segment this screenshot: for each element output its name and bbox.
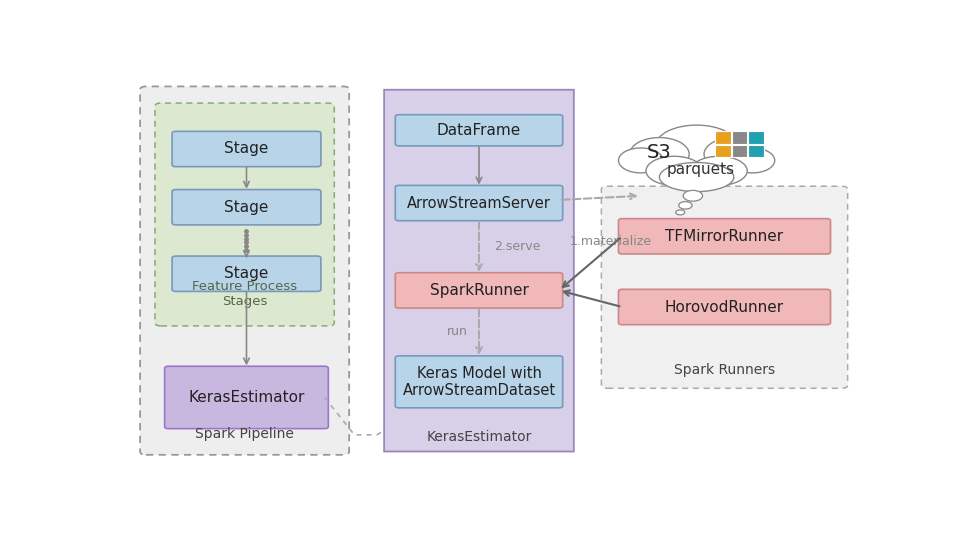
Text: run: run: [447, 326, 468, 339]
FancyBboxPatch shape: [172, 256, 321, 292]
Ellipse shape: [690, 156, 747, 185]
Ellipse shape: [704, 138, 763, 171]
Bar: [748, 145, 763, 157]
Text: DataFrame: DataFrame: [437, 123, 521, 138]
FancyBboxPatch shape: [618, 289, 830, 325]
Bar: [732, 131, 747, 144]
Ellipse shape: [618, 148, 663, 173]
Ellipse shape: [656, 125, 737, 167]
FancyBboxPatch shape: [396, 356, 563, 408]
Circle shape: [676, 210, 684, 215]
FancyBboxPatch shape: [618, 219, 830, 254]
FancyBboxPatch shape: [601, 186, 848, 388]
FancyBboxPatch shape: [396, 185, 563, 221]
FancyBboxPatch shape: [396, 273, 563, 308]
Text: KerasEstimator: KerasEstimator: [426, 430, 532, 444]
Circle shape: [679, 201, 692, 209]
FancyBboxPatch shape: [172, 131, 321, 167]
FancyBboxPatch shape: [384, 90, 574, 451]
Bar: [715, 131, 731, 144]
Text: 2.serve: 2.serve: [493, 240, 540, 253]
FancyBboxPatch shape: [172, 190, 321, 225]
Text: TFMirrorRunner: TFMirrorRunner: [665, 229, 783, 244]
Ellipse shape: [660, 163, 733, 192]
Bar: [748, 131, 763, 144]
FancyBboxPatch shape: [396, 114, 563, 146]
Text: S3: S3: [647, 143, 672, 161]
Text: Stage: Stage: [225, 141, 269, 157]
Text: ArrowStreamServer: ArrowStreamServer: [407, 195, 551, 211]
Text: Spark Runners: Spark Runners: [674, 363, 775, 377]
Text: SparkRunner: SparkRunner: [429, 283, 528, 298]
Text: Feature Process
Stages: Feature Process Stages: [192, 280, 298, 308]
Text: Spark Pipeline: Spark Pipeline: [195, 427, 294, 441]
Circle shape: [684, 191, 703, 201]
Bar: [715, 145, 731, 157]
Text: KerasEstimator: KerasEstimator: [188, 390, 304, 405]
Text: parquets: parquets: [666, 162, 734, 177]
FancyBboxPatch shape: [165, 366, 328, 429]
Text: HorovodRunner: HorovodRunner: [665, 300, 784, 314]
Text: 1.materialize: 1.materialize: [570, 235, 652, 248]
Text: Stage: Stage: [225, 200, 269, 215]
FancyBboxPatch shape: [140, 86, 349, 455]
Text: Keras Model with
ArrowStreamDataset: Keras Model with ArrowStreamDataset: [402, 366, 556, 398]
Ellipse shape: [630, 138, 689, 171]
FancyBboxPatch shape: [155, 103, 334, 326]
Ellipse shape: [730, 148, 775, 173]
Ellipse shape: [646, 156, 703, 185]
Text: Stage: Stage: [225, 266, 269, 281]
Bar: [732, 145, 747, 157]
